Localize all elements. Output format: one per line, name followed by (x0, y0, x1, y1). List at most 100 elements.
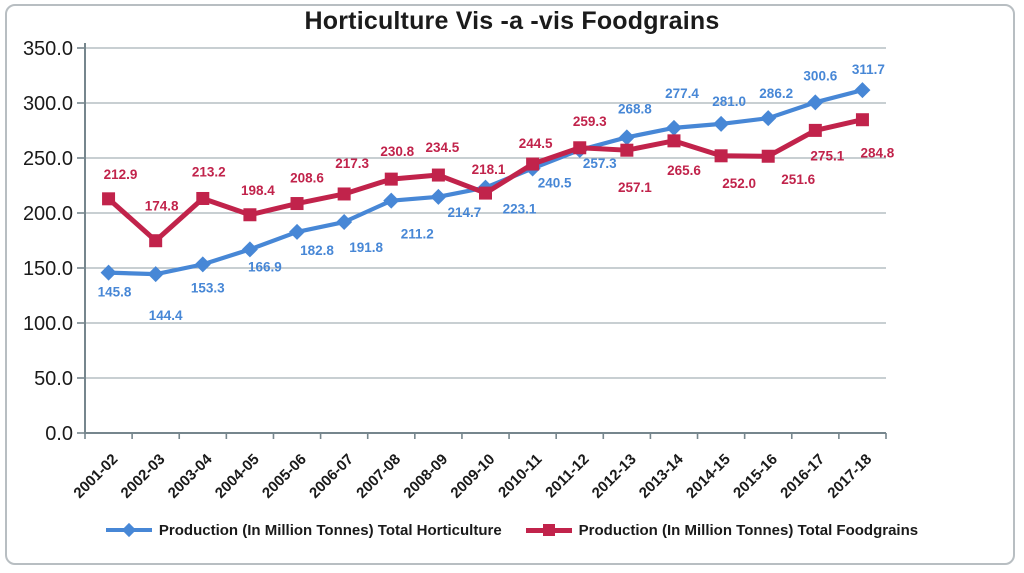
y-axis-ticks: 0.0 50.0 100.0 150.0 200.0 250.0 300.0 350.0 (23, 38, 85, 445)
x-tick-label: 2001-02 (70, 451, 121, 502)
y-tick-label: 200.0 (23, 203, 73, 225)
y-tick-label: 50.0 (34, 368, 73, 390)
diamond-marker (289, 223, 306, 240)
data-label: 230.8 (380, 144, 414, 159)
data-label: 281.0 (712, 94, 746, 109)
data-label: 217.3 (335, 156, 369, 171)
x-tick-label: 2015-16 (730, 451, 781, 502)
square-marker (384, 172, 398, 186)
square-marker (620, 143, 634, 157)
diamond-marker (807, 94, 824, 111)
diamond-marker (336, 214, 353, 231)
data-label: 257.3 (583, 156, 617, 171)
diamond-marker (713, 115, 730, 132)
x-tick-label: 2006-07 (306, 451, 357, 502)
data-label: 277.4 (665, 86, 699, 101)
x-tick-label: 2009-10 (447, 451, 498, 502)
y-tick-label: 150.0 (23, 258, 73, 280)
x-tick-label: 2013-14 (636, 450, 687, 501)
diamond-icon (121, 522, 136, 538)
square-marker (667, 134, 681, 148)
x-tick-label: 2005-06 (259, 451, 310, 502)
data-label: 284.8 (861, 146, 895, 161)
square-marker (102, 192, 116, 206)
x-tick-label: 2004-05 (212, 451, 263, 502)
data-label: 212.9 (104, 167, 138, 182)
data-label: 259.3 (573, 114, 607, 129)
y-tick-label: 250.0 (23, 148, 73, 170)
x-tick-label: 2010-11 (495, 451, 545, 501)
gridlines (85, 47, 886, 379)
diamond-marker (383, 192, 400, 209)
x-tick-label: 2002-03 (118, 451, 169, 502)
square-marker (808, 123, 822, 137)
legend-item-foodgrains: Production (In Million Tonnes) Total Foo… (525, 521, 919, 539)
x-tick-label: 2012-13 (589, 451, 640, 502)
x-tick-label: 2003-04 (165, 450, 216, 501)
data-label: 286.2 (759, 86, 793, 101)
square-marker (855, 113, 869, 127)
data-label: 208.6 (290, 171, 324, 186)
x-tick-label: 2014-15 (683, 451, 734, 502)
diamond-marker (241, 241, 258, 258)
data-label: 144.4 (149, 308, 183, 323)
diamond-marker (854, 82, 871, 99)
square-marker (573, 141, 587, 155)
diamond-marker (618, 129, 635, 146)
data-label: 166.9 (248, 259, 282, 274)
square-marker (196, 191, 210, 205)
data-label: 223.1 (503, 202, 537, 217)
diamond-marker (147, 266, 164, 283)
data-label: 198.4 (241, 183, 275, 198)
legend-label-foodgrains: Production (In Million Tonnes) Total Foo… (578, 521, 919, 539)
data-label: 275.1 (810, 148, 844, 163)
data-label: 311.7 (852, 62, 885, 77)
y-tick-label: 300.0 (23, 93, 73, 115)
x-axis-labels: 2001-022002-032003-042004-052005-062006-… (70, 450, 875, 501)
data-label: 213.2 (192, 164, 226, 179)
data-label: 153.3 (191, 280, 225, 295)
data-label: 244.5 (519, 136, 553, 151)
series-horticulture: 145.8 144.4 153.3 166.9 182.8 191.8 211.2 214.7… (98, 62, 885, 323)
square-marker (431, 168, 445, 182)
x-tick-label: 2011-12 (542, 451, 592, 501)
data-label: 191.8 (349, 240, 383, 255)
data-label: 252.0 (722, 176, 756, 191)
data-label: 251.6 (781, 172, 815, 187)
data-label: 214.7 (447, 205, 481, 220)
square-marker (337, 187, 351, 201)
x-tick-label: 2016-17 (777, 451, 828, 502)
data-label: 257.1 (618, 180, 652, 195)
x-tick-label: 2007-08 (353, 451, 404, 502)
y-tick-label: 0.0 (45, 423, 73, 445)
diamond-marker (665, 119, 682, 136)
data-label: 211.2 (401, 227, 434, 242)
series-foodgrains: 212.9 174.8 213.2 198.4 208.6 217.3 230.8 234.5… (102, 113, 895, 248)
legend-label-horticulture: Production (In Million Tonnes) Total Hor… (158, 521, 502, 539)
square-icon (542, 524, 555, 536)
axes (84, 43, 886, 434)
data-label: 145.8 (98, 285, 132, 300)
square-marker (243, 208, 257, 222)
diamond-marker (430, 188, 447, 205)
data-label: 265.6 (667, 163, 701, 178)
diamond-marker (194, 256, 211, 273)
data-label: 300.6 (803, 68, 837, 83)
legend-item-horticulture: Production (In Million Tonnes) Total Hor… (105, 521, 502, 539)
data-label: 174.8 (145, 199, 179, 214)
data-label: 234.5 (425, 140, 459, 155)
diamond-marker (760, 110, 777, 127)
y-tick-label: 350.0 (23, 38, 73, 60)
square-legend-marker-icon (525, 524, 572, 536)
square-marker (526, 157, 540, 171)
square-marker (479, 186, 492, 200)
square-marker (761, 149, 775, 163)
square-marker (149, 234, 163, 248)
data-label: 182.8 (300, 243, 334, 258)
chart-title: Horticulture Vis -a -vis Foodgrains (304, 7, 720, 35)
data-label: 240.5 (538, 175, 572, 190)
diamond-marker (100, 264, 117, 281)
x-tick-label: 2017-18 (824, 451, 875, 502)
